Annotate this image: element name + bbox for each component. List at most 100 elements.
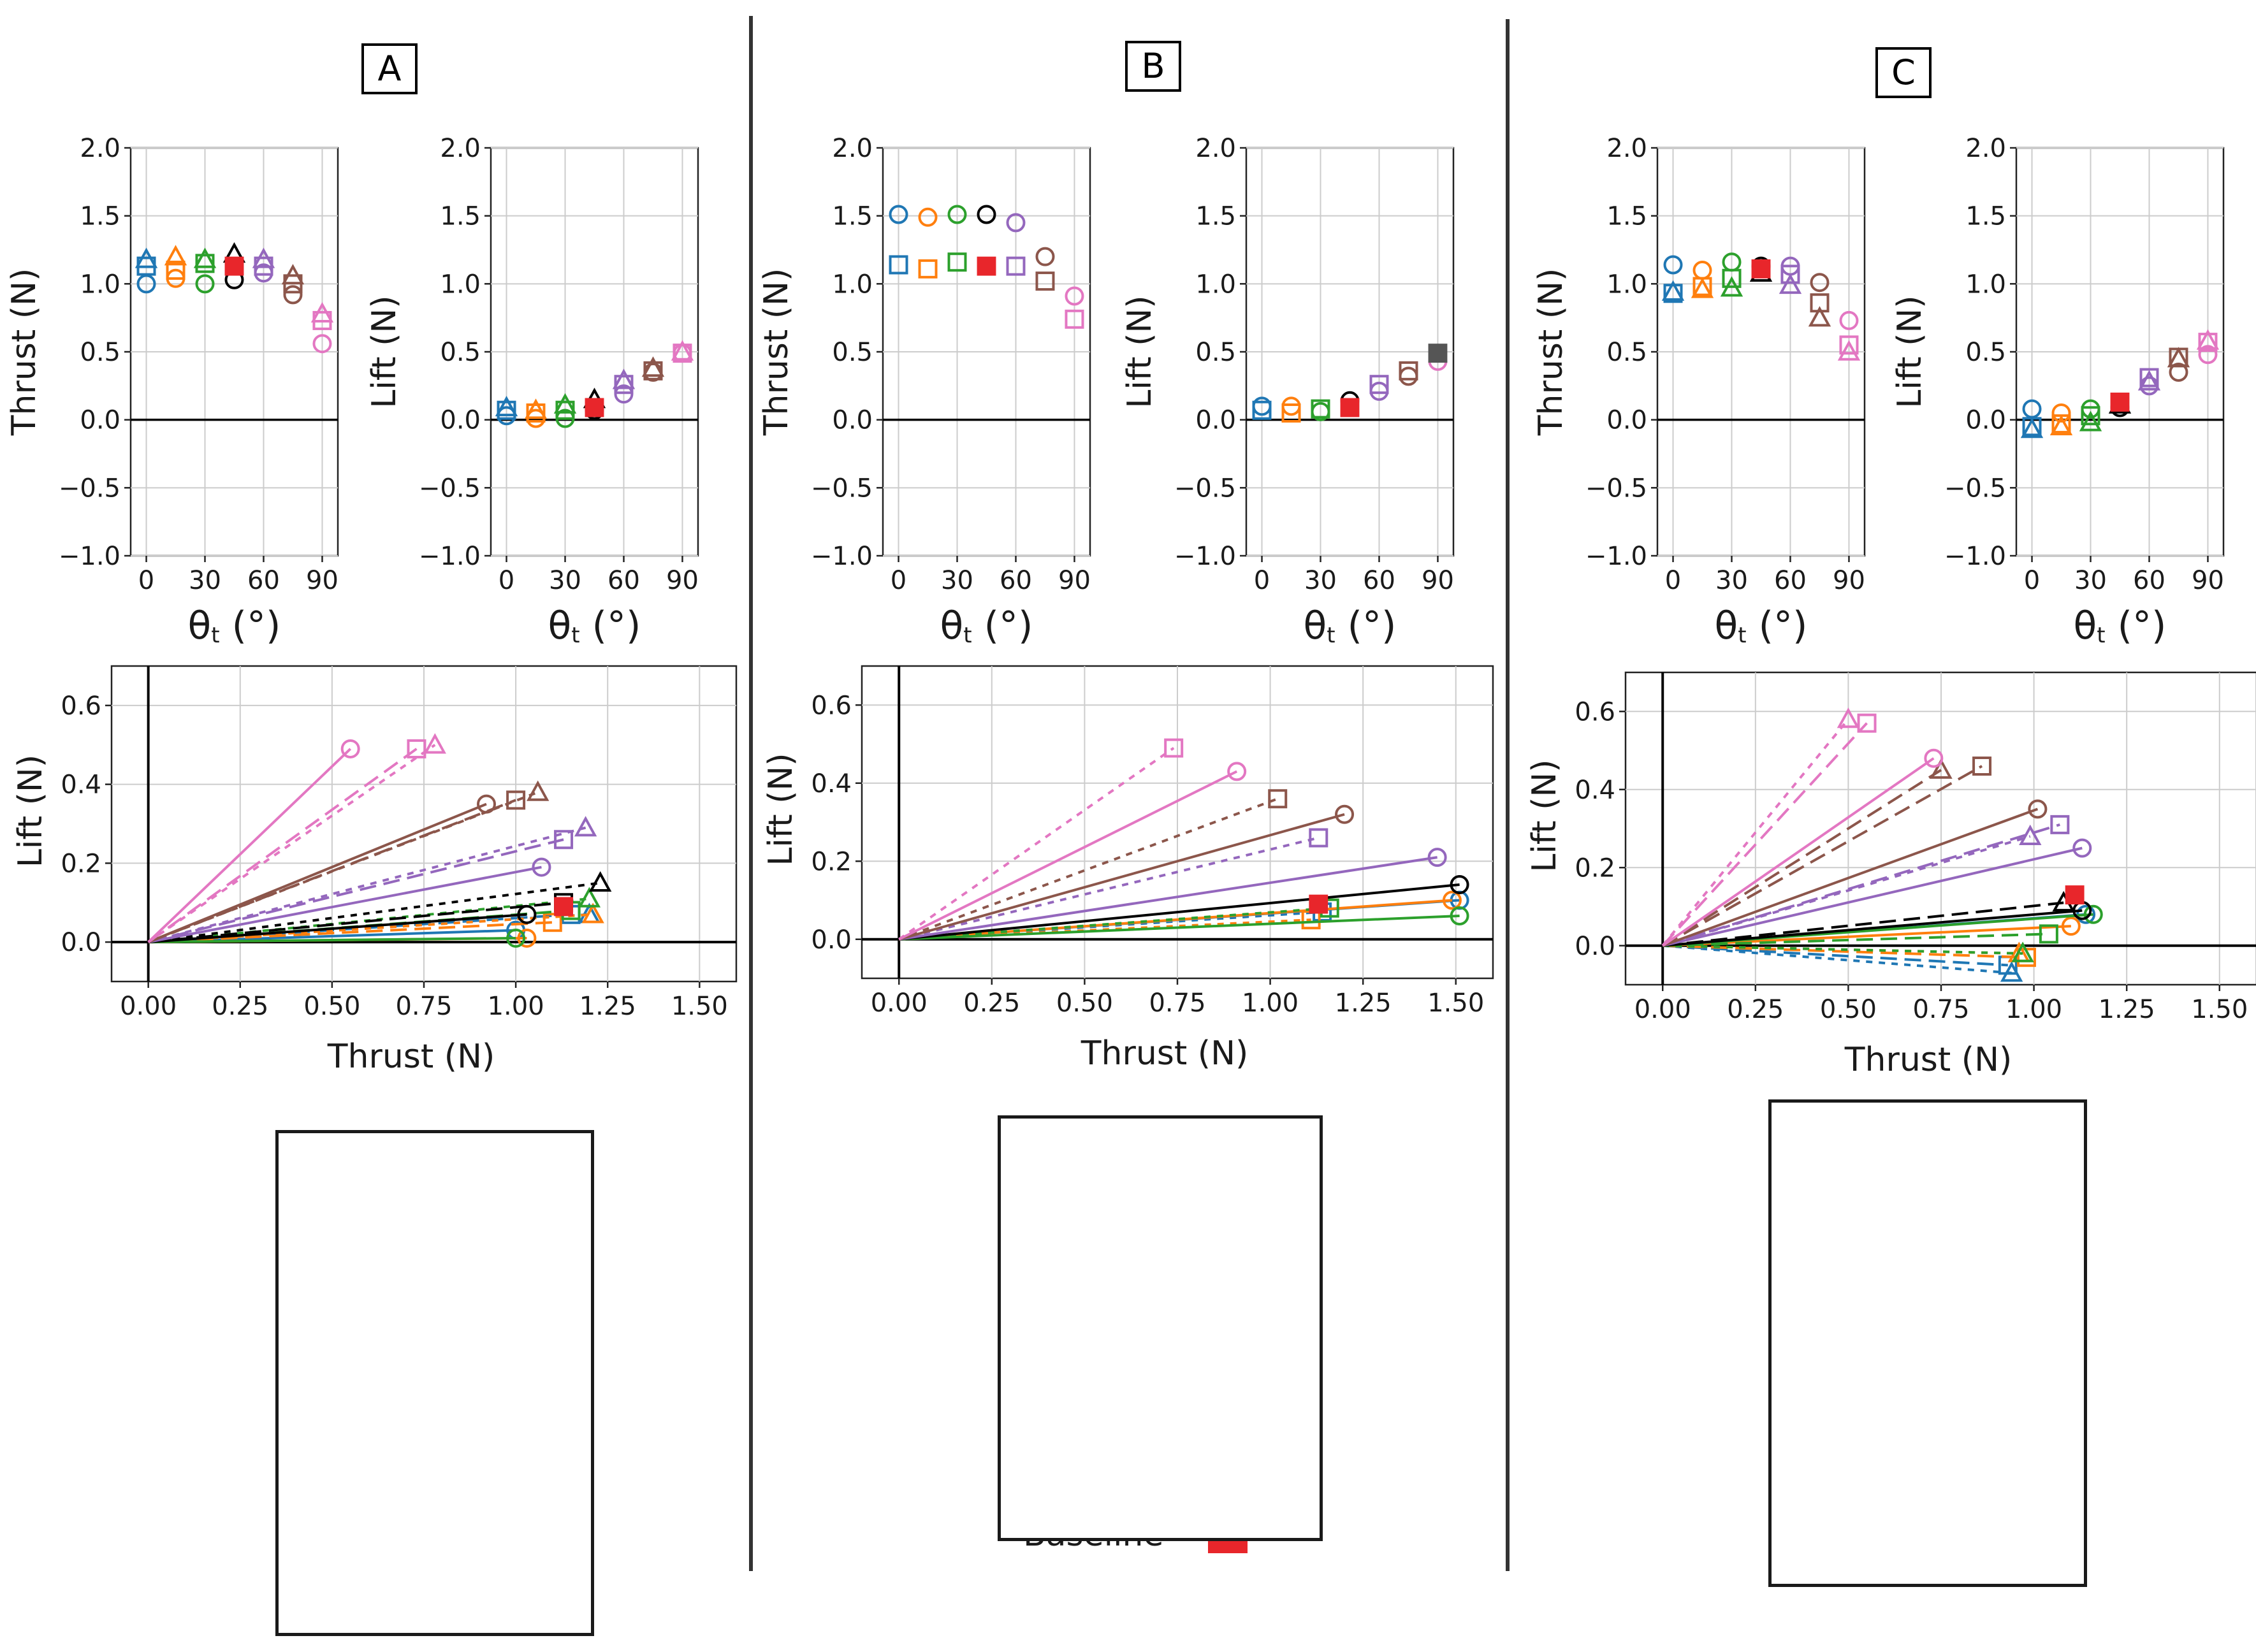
data-point [889,205,908,224]
tick-label-x: 0 [1665,566,1681,595]
thrust-lift-vector-chart: 0.0 0.2 0.4 0.6 0.00 0.25 0.50 0.75 1.00 1.25 1.50… [1525,671,2256,1079]
tick-label-x: 0.75 [1149,989,1205,1018]
tick-label-y: −0.5 [811,474,873,503]
data-point [2049,414,2073,436]
vector-line [147,748,352,943]
tick-label-x: 60 [2133,566,2165,595]
data-point [283,285,303,305]
x-axis-label: θt (°) [188,604,281,648]
data-point [2061,917,2081,936]
tick-label-x: 0.75 [395,992,452,1021]
vector-line [898,770,1238,941]
data-point [1779,273,1802,294]
data-point [506,928,526,948]
tick-label-x: 60 [1363,566,1395,595]
vector-line [1663,909,2083,947]
tick-label-x: 90 [306,566,338,595]
tick-label-y: 2.0 [1606,134,1647,163]
data-point [2000,961,2023,982]
data-point [1340,398,1360,417]
tick-label-y: 2.0 [1195,134,1236,163]
data-point [1751,259,1771,279]
tick-label-y: 1.5 [832,202,873,231]
data-point [542,913,562,932]
data-point [1661,280,1685,301]
data-point [2050,815,2070,834]
tick-label-x: 0 [1254,566,1270,595]
tick-label-y: −0.5 [1585,474,1647,503]
data-point [312,334,332,354]
vector-line [1662,808,2039,947]
tick-label-y: 1.5 [1195,202,1236,231]
tick-label-x: 60 [247,566,280,595]
small-chart-thrust: 2.0 1.5 1.0 0.5 0.0 −0.5 −1.0 0 30 60 90 Thrust (N)… [5,134,339,648]
tick-label-y: 0.6 [61,692,101,721]
tick-label-y: 0.2 [61,849,101,878]
vector-line [1663,925,2071,947]
tick-label-x: 0.50 [1056,989,1113,1018]
data-point [526,403,546,423]
tick-label-y: −1.0 [1174,542,1236,571]
vector-line [148,936,516,944]
data-point [517,928,537,948]
data-point [2110,392,2130,412]
tick-label-y: 0.5 [1606,338,1647,367]
data-point [1450,906,1469,925]
tick-label-x: 0.00 [120,992,177,1021]
tick-label-x: 1.00 [1242,989,1299,1018]
vector-line [898,797,1278,941]
data-point [2020,417,2044,438]
vector-line [1662,835,2031,947]
data-point [532,857,551,877]
data-point [585,398,604,417]
data-point [252,247,275,268]
tick-label-x: 30 [1304,566,1337,595]
panel-label-b: B [1125,41,1181,92]
baseline-point [2065,885,2085,905]
tick-label-x: 90 [1833,566,1865,595]
data-point [340,739,360,758]
data-point [2196,329,2220,350]
tick-label-y: 2.0 [440,134,481,163]
tick-label-x: 1.00 [488,992,544,1021]
y-axis-label: Lift (N) [762,753,800,866]
data-point [310,301,334,322]
tick-label-x: 30 [549,566,581,595]
data-point [423,733,446,754]
panel-label-c: C [1875,47,1932,98]
tick-label-x: 30 [941,566,973,595]
tick-label-y: 1.5 [1965,202,2006,231]
vector-line [899,906,1330,941]
data-point [1837,707,1860,728]
data-point [193,247,217,268]
tick-label-y: 0.4 [1575,776,1615,805]
x-axis-label: Thrust (N) [1081,1034,1249,1073]
vector-line [148,913,527,944]
y-axis-label: Thrust (N) [5,268,43,437]
tick-label-y: 0.0 [440,406,481,435]
data-point [1164,738,1184,758]
x-axis-label: θt (°) [940,604,1033,648]
data-point [581,902,604,924]
panel-label-a: A [361,43,418,94]
data-point [1857,713,1877,733]
tick-label-x: 1.50 [1427,989,1484,1018]
vector-line [1661,722,1868,947]
data-point [643,361,663,380]
vector-line [1662,846,2083,947]
tick-label-x: 90 [2192,566,2224,595]
vector-line [1663,932,2049,947]
small-chart-lift: 2.0 1.5 1.0 0.5 0.0 −0.5 −1.0 0 30 60 90 Lift (N) θt… [365,134,699,648]
tick-label-y: 1.0 [1965,270,2006,299]
vector-line [899,915,1460,941]
data-point [1972,757,1992,776]
vector-line [1663,944,2027,959]
tick-label-y: 1.5 [1606,202,1647,231]
data-point [495,396,518,417]
data-point [1691,277,1714,298]
vector-line [148,901,564,944]
vector-line [1662,823,2060,947]
tick-label-x: 0.00 [871,989,928,1018]
data-point [2079,410,2102,431]
tick-label-y: 0.0 [1575,932,1615,961]
